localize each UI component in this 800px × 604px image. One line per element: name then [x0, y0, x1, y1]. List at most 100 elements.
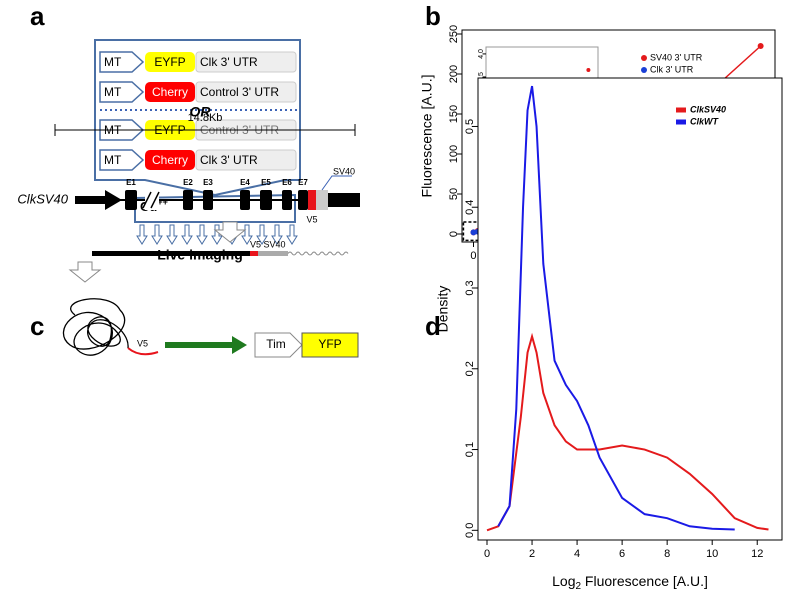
y-tick-label: 0	[448, 231, 460, 237]
plot-frame	[477, 77, 783, 541]
construct-label: ClkSV40	[17, 191, 68, 206]
x-label-base: Log	[552, 573, 575, 589]
protein-tag: V5	[137, 338, 148, 348]
transcript-v5	[250, 251, 258, 256]
y-tick-label: 250	[448, 25, 460, 43]
reporter-box	[145, 52, 195, 72]
y-axis-label: Density	[435, 286, 451, 333]
point	[586, 68, 591, 73]
exon	[260, 190, 272, 210]
promoter: MT	[104, 85, 122, 99]
callout	[321, 175, 352, 191]
transcript	[92, 251, 250, 256]
panel-c: 14.8Kb ClkSV40 E1 E2 E3 E4 E5 E6 E7 SV40 V5 V5…	[17, 112, 360, 358]
x-tick-label: 6	[619, 548, 625, 560]
process-arrow	[68, 261, 102, 283]
break	[150, 191, 160, 209]
y-tick-label: 3.5	[478, 72, 485, 82]
exon	[298, 190, 308, 210]
activation-arrow	[165, 336, 247, 354]
exon	[203, 190, 213, 210]
protein-tangle	[62, 298, 129, 356]
sv40-label: SV40	[333, 166, 355, 176]
y-tick-label: 0.5	[464, 119, 476, 134]
legend-label: ClkSV40	[690, 104, 726, 114]
exon-label: E4	[240, 178, 250, 187]
promoter: MT	[104, 55, 122, 69]
reporter: EYFP	[154, 55, 185, 69]
down-arrow	[256, 224, 268, 245]
reporter-box	[145, 82, 195, 102]
legend-label: SV40 3' UTR	[650, 52, 703, 62]
panel-label: a	[30, 1, 45, 31]
panel-label: d	[425, 311, 441, 341]
promoter: MT	[104, 153, 122, 167]
v5-label: V5	[306, 214, 317, 224]
promoter-shape	[99, 149, 145, 171]
promoter-shape	[99, 81, 145, 103]
protein-v5	[127, 347, 159, 356]
break	[142, 191, 152, 209]
x-label-sub: 2	[575, 581, 581, 592]
x-tick-label: 2	[529, 548, 535, 560]
exon	[282, 190, 292, 210]
down-arrow	[166, 224, 178, 245]
down-arrow	[151, 224, 163, 245]
down-arrow	[271, 224, 283, 245]
y-tick-label: 0.4	[464, 200, 476, 215]
down-arrow	[136, 224, 148, 245]
down-arrow	[196, 224, 208, 245]
x-axis-label: Log2 Fluorescence [A.U.]	[552, 573, 708, 592]
y-tick-label: 0.3	[464, 280, 476, 295]
y-tick-label: 200	[448, 65, 460, 83]
reporter-box	[145, 150, 195, 170]
legend-swatch	[641, 67, 647, 73]
exon	[240, 190, 250, 210]
transcript-tags: V5 SV40	[250, 239, 286, 249]
exon-label: E5	[261, 178, 271, 187]
x-tick-label: 0	[470, 250, 476, 262]
x-tick-label: 0	[484, 548, 490, 560]
utr-box	[195, 51, 297, 73]
exon-label: E7	[298, 178, 308, 187]
y-tick-label: 0.1	[464, 442, 476, 457]
utr: Control 3' UTR	[200, 85, 279, 99]
y-tick-label: 4.0	[478, 49, 485, 59]
process-arrow	[213, 221, 247, 243]
legend-swatch	[641, 55, 647, 61]
panel-a: MT EYFP Clk 3' UTR MT Cherry Control 3' UTR MT…	[94, 39, 301, 263]
down-arrow	[286, 224, 298, 245]
x-tick-label: 10	[706, 548, 718, 560]
gap	[145, 190, 159, 210]
x-label-rest: Fluorescence [A.U.]	[581, 573, 708, 589]
legend-label: ClkWT	[690, 116, 720, 126]
exon	[183, 190, 193, 210]
transcript-sv40	[258, 251, 288, 256]
y-tick-label: 50	[448, 188, 460, 200]
x-tick-label: 8	[664, 548, 670, 560]
utr: Clk 3' UTR	[200, 153, 258, 167]
y-tick-label: 0.0	[464, 523, 476, 538]
downstream-block	[328, 193, 360, 207]
reporter: Cherry	[152, 85, 188, 99]
sv40-utr	[316, 190, 328, 210]
point	[757, 43, 764, 49]
exon-label: E1	[126, 178, 136, 187]
legend-label: Clk 3' UTR	[650, 64, 694, 74]
panel-label: c	[30, 311, 44, 341]
exon-label: E2	[183, 178, 193, 187]
utr: Clk 3' UTR	[200, 55, 258, 69]
y-axis-label: Fluorescence [A.U.]	[419, 75, 435, 198]
tim-label: Tim	[266, 337, 286, 351]
container	[94, 39, 301, 197]
promoter-arrow	[75, 190, 122, 210]
down-arrow	[241, 224, 253, 245]
yfp-label: YFP	[318, 337, 341, 351]
utr-box	[195, 149, 297, 171]
exon-label: E6	[282, 178, 292, 187]
density-line	[486, 332, 769, 532]
scale-label: 14.8Kb	[188, 112, 223, 124]
promoter-shape	[99, 51, 145, 73]
separator: OR	[190, 104, 212, 120]
